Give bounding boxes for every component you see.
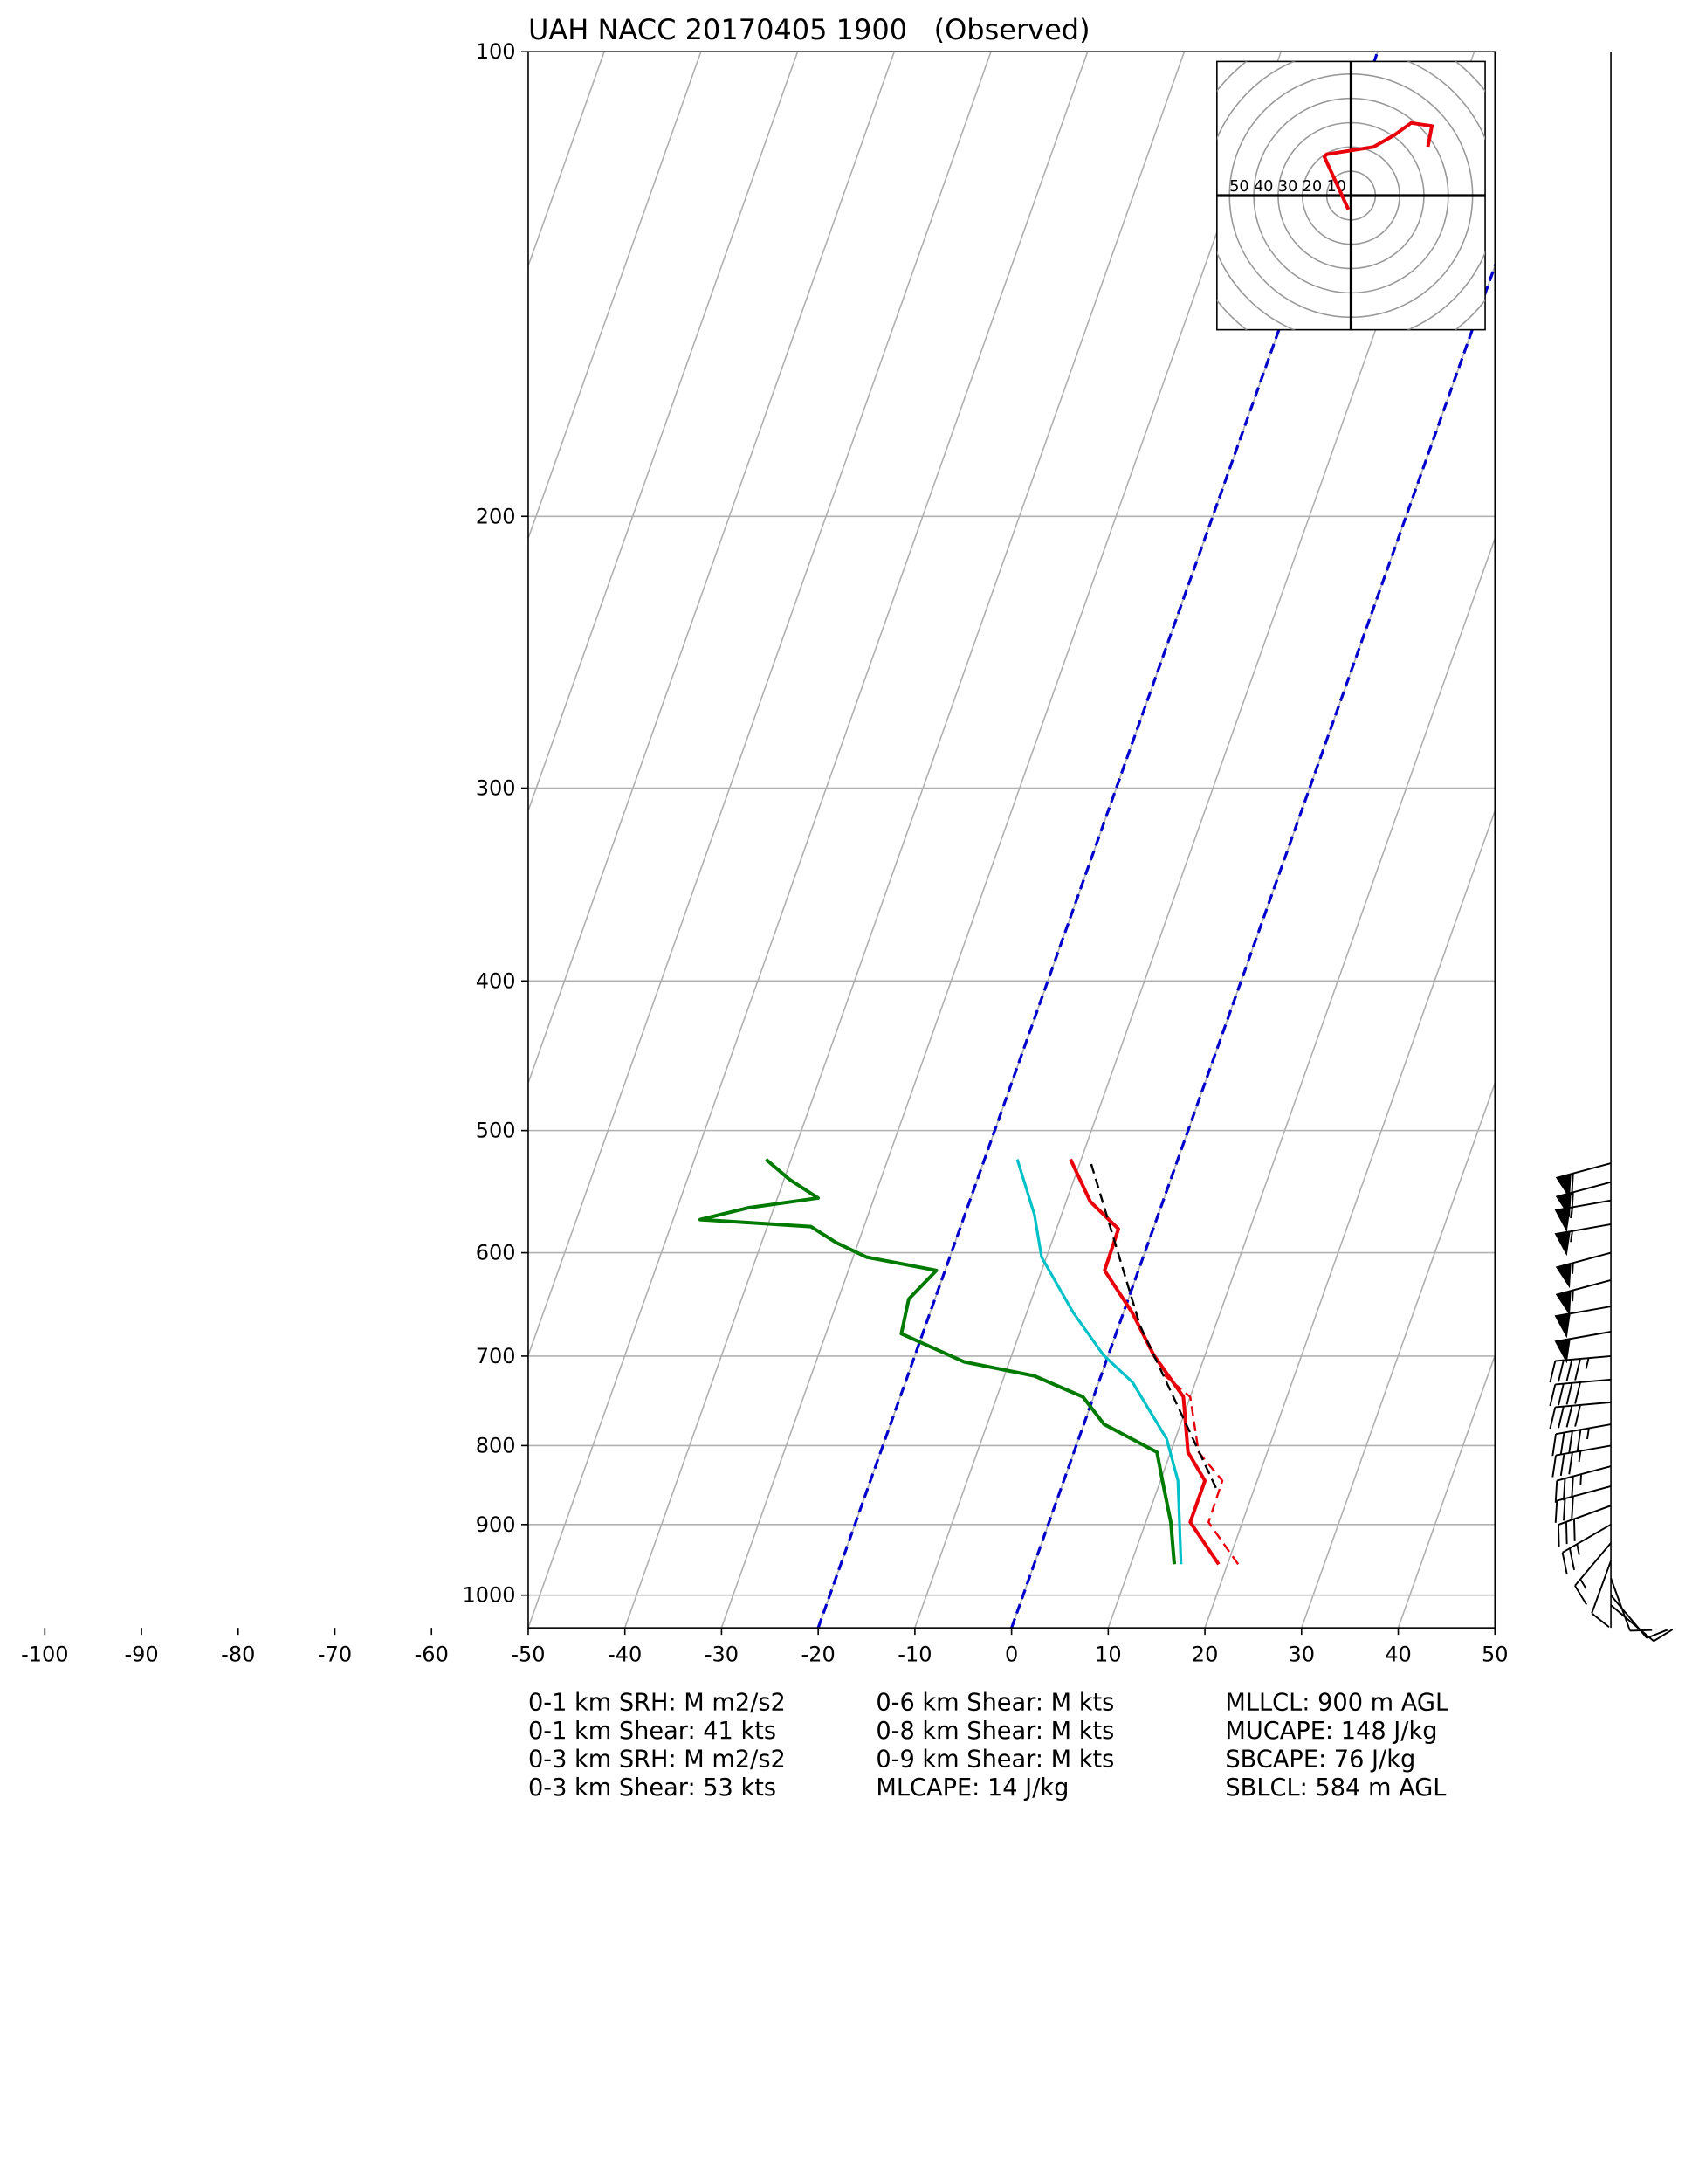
isotherm: [527, 52, 799, 813]
y-tick-label: 200: [476, 504, 516, 528]
wind-barb: [1554, 1199, 1612, 1233]
profile-line: [1015, 1159, 1183, 1565]
isotherm: [720, 52, 1282, 1629]
plot-area: [527, 52, 1496, 1629]
wind-barb: [1551, 1444, 1612, 1478]
wind-barb: [1557, 1505, 1612, 1547]
stat-text: SBCAPE: 76 J/kg: [1225, 1747, 1415, 1774]
isotherm: [1301, 1080, 1496, 1629]
wind-barb: [1555, 1278, 1612, 1316]
isotherm: [527, 52, 896, 1085]
isotherm: [527, 52, 992, 1358]
x-tick-label: -70: [318, 1643, 352, 1667]
stat-text: SBLCL: 584 m AGL: [1225, 1774, 1446, 1802]
isotherm: [1107, 536, 1496, 1629]
profile-line: [1089, 1159, 1217, 1489]
isotherm: [527, 52, 1089, 1629]
y-tick-label: 300: [476, 776, 516, 801]
profile-line: [1163, 1374, 1240, 1566]
wind-barb: [1554, 1485, 1612, 1523]
wind-barb: [1554, 1331, 1612, 1364]
stat-text: MLCAPE: 14 J/kg: [876, 1774, 1069, 1802]
hodograph-ring-label: 30: [1278, 178, 1297, 196]
profile-line: [698, 1158, 1177, 1565]
wind-barb: [1549, 1401, 1612, 1430]
x-tick-label: -80: [221, 1643, 255, 1667]
stat-text: 0-1 km Shear: 41 kts: [528, 1718, 776, 1745]
stat-text: MUCAPE: 148 J/kg: [1225, 1718, 1437, 1745]
wind-barb: [1554, 1465, 1612, 1503]
wind-barb: [1610, 1604, 1674, 1643]
x-tick-label: -90: [124, 1643, 158, 1667]
y-tick-label: 600: [476, 1241, 516, 1265]
stat-text: 0-3 km Shear: 53 kts: [528, 1774, 776, 1802]
wind-barbs: [1549, 1162, 1674, 1643]
stat-text: MLLCL: 900 m AGL: [1225, 1690, 1448, 1717]
stat-text: 0-6 km Shear: M kts: [876, 1690, 1114, 1717]
x-tick-label: -10: [898, 1643, 932, 1667]
x-tick-label: 30: [1289, 1643, 1316, 1667]
hodograph-ring-label: 20: [1303, 178, 1322, 196]
y-tick-label: 400: [476, 968, 516, 993]
x-tick-label: 50: [1482, 1643, 1509, 1667]
wind-barb: [1555, 1251, 1612, 1289]
x-tick-label: 0: [1005, 1643, 1018, 1667]
x-tick-label: -100: [21, 1643, 68, 1667]
wind-barb: [1554, 1223, 1612, 1257]
stat-text: 0-3 km SRH: M m2/s2: [528, 1747, 786, 1774]
wind-barb: [1591, 1560, 1612, 1628]
x-tick-label: -30: [705, 1643, 739, 1667]
hodograph-line: [1322, 121, 1434, 210]
highlight-isotherm: [1010, 261, 1496, 1629]
x-tick-label: 10: [1095, 1643, 1122, 1667]
y-tick-label: 700: [476, 1344, 516, 1368]
isotherm: [1397, 1353, 1496, 1629]
x-tick-label: 40: [1385, 1643, 1412, 1667]
x-tick-label: 20: [1192, 1643, 1219, 1667]
wind-barb: [1551, 1423, 1612, 1457]
stat-text: 0-9 km Shear: M kts: [876, 1747, 1114, 1774]
isotherm: [1204, 809, 1496, 1629]
wind-barb: [1574, 1542, 1612, 1605]
wind-barb: [1549, 1378, 1612, 1407]
highlight-isotherm: [816, 52, 1379, 1629]
chart-title: UAH NACC 20170405 1900 (Observed): [528, 13, 1090, 46]
isotherm: [527, 52, 702, 541]
wind-barb: [1561, 1523, 1612, 1574]
wind-barb: [1549, 1354, 1612, 1383]
y-tick-label: 800: [476, 1433, 516, 1457]
hodograph-ring-label: 50: [1229, 178, 1248, 196]
x-tick-label: -50: [511, 1643, 545, 1667]
stat-text: 0-1 km SRH: M m2/s2: [528, 1690, 786, 1717]
wind-barb: [1554, 1306, 1612, 1339]
y-tick-label: 900: [476, 1512, 516, 1537]
y-tick-label: 500: [476, 1119, 516, 1143]
stat-text: 0-8 km Shear: M kts: [876, 1718, 1114, 1745]
isotherm: [623, 52, 1186, 1629]
x-tick-label: -60: [415, 1643, 449, 1667]
x-tick-label: -20: [801, 1643, 836, 1667]
y-tick-label: 1000: [462, 1583, 515, 1608]
y-tick-label: 100: [476, 39, 516, 64]
x-tick-label: -40: [608, 1643, 642, 1667]
hodograph-ring-label: 40: [1254, 178, 1273, 196]
